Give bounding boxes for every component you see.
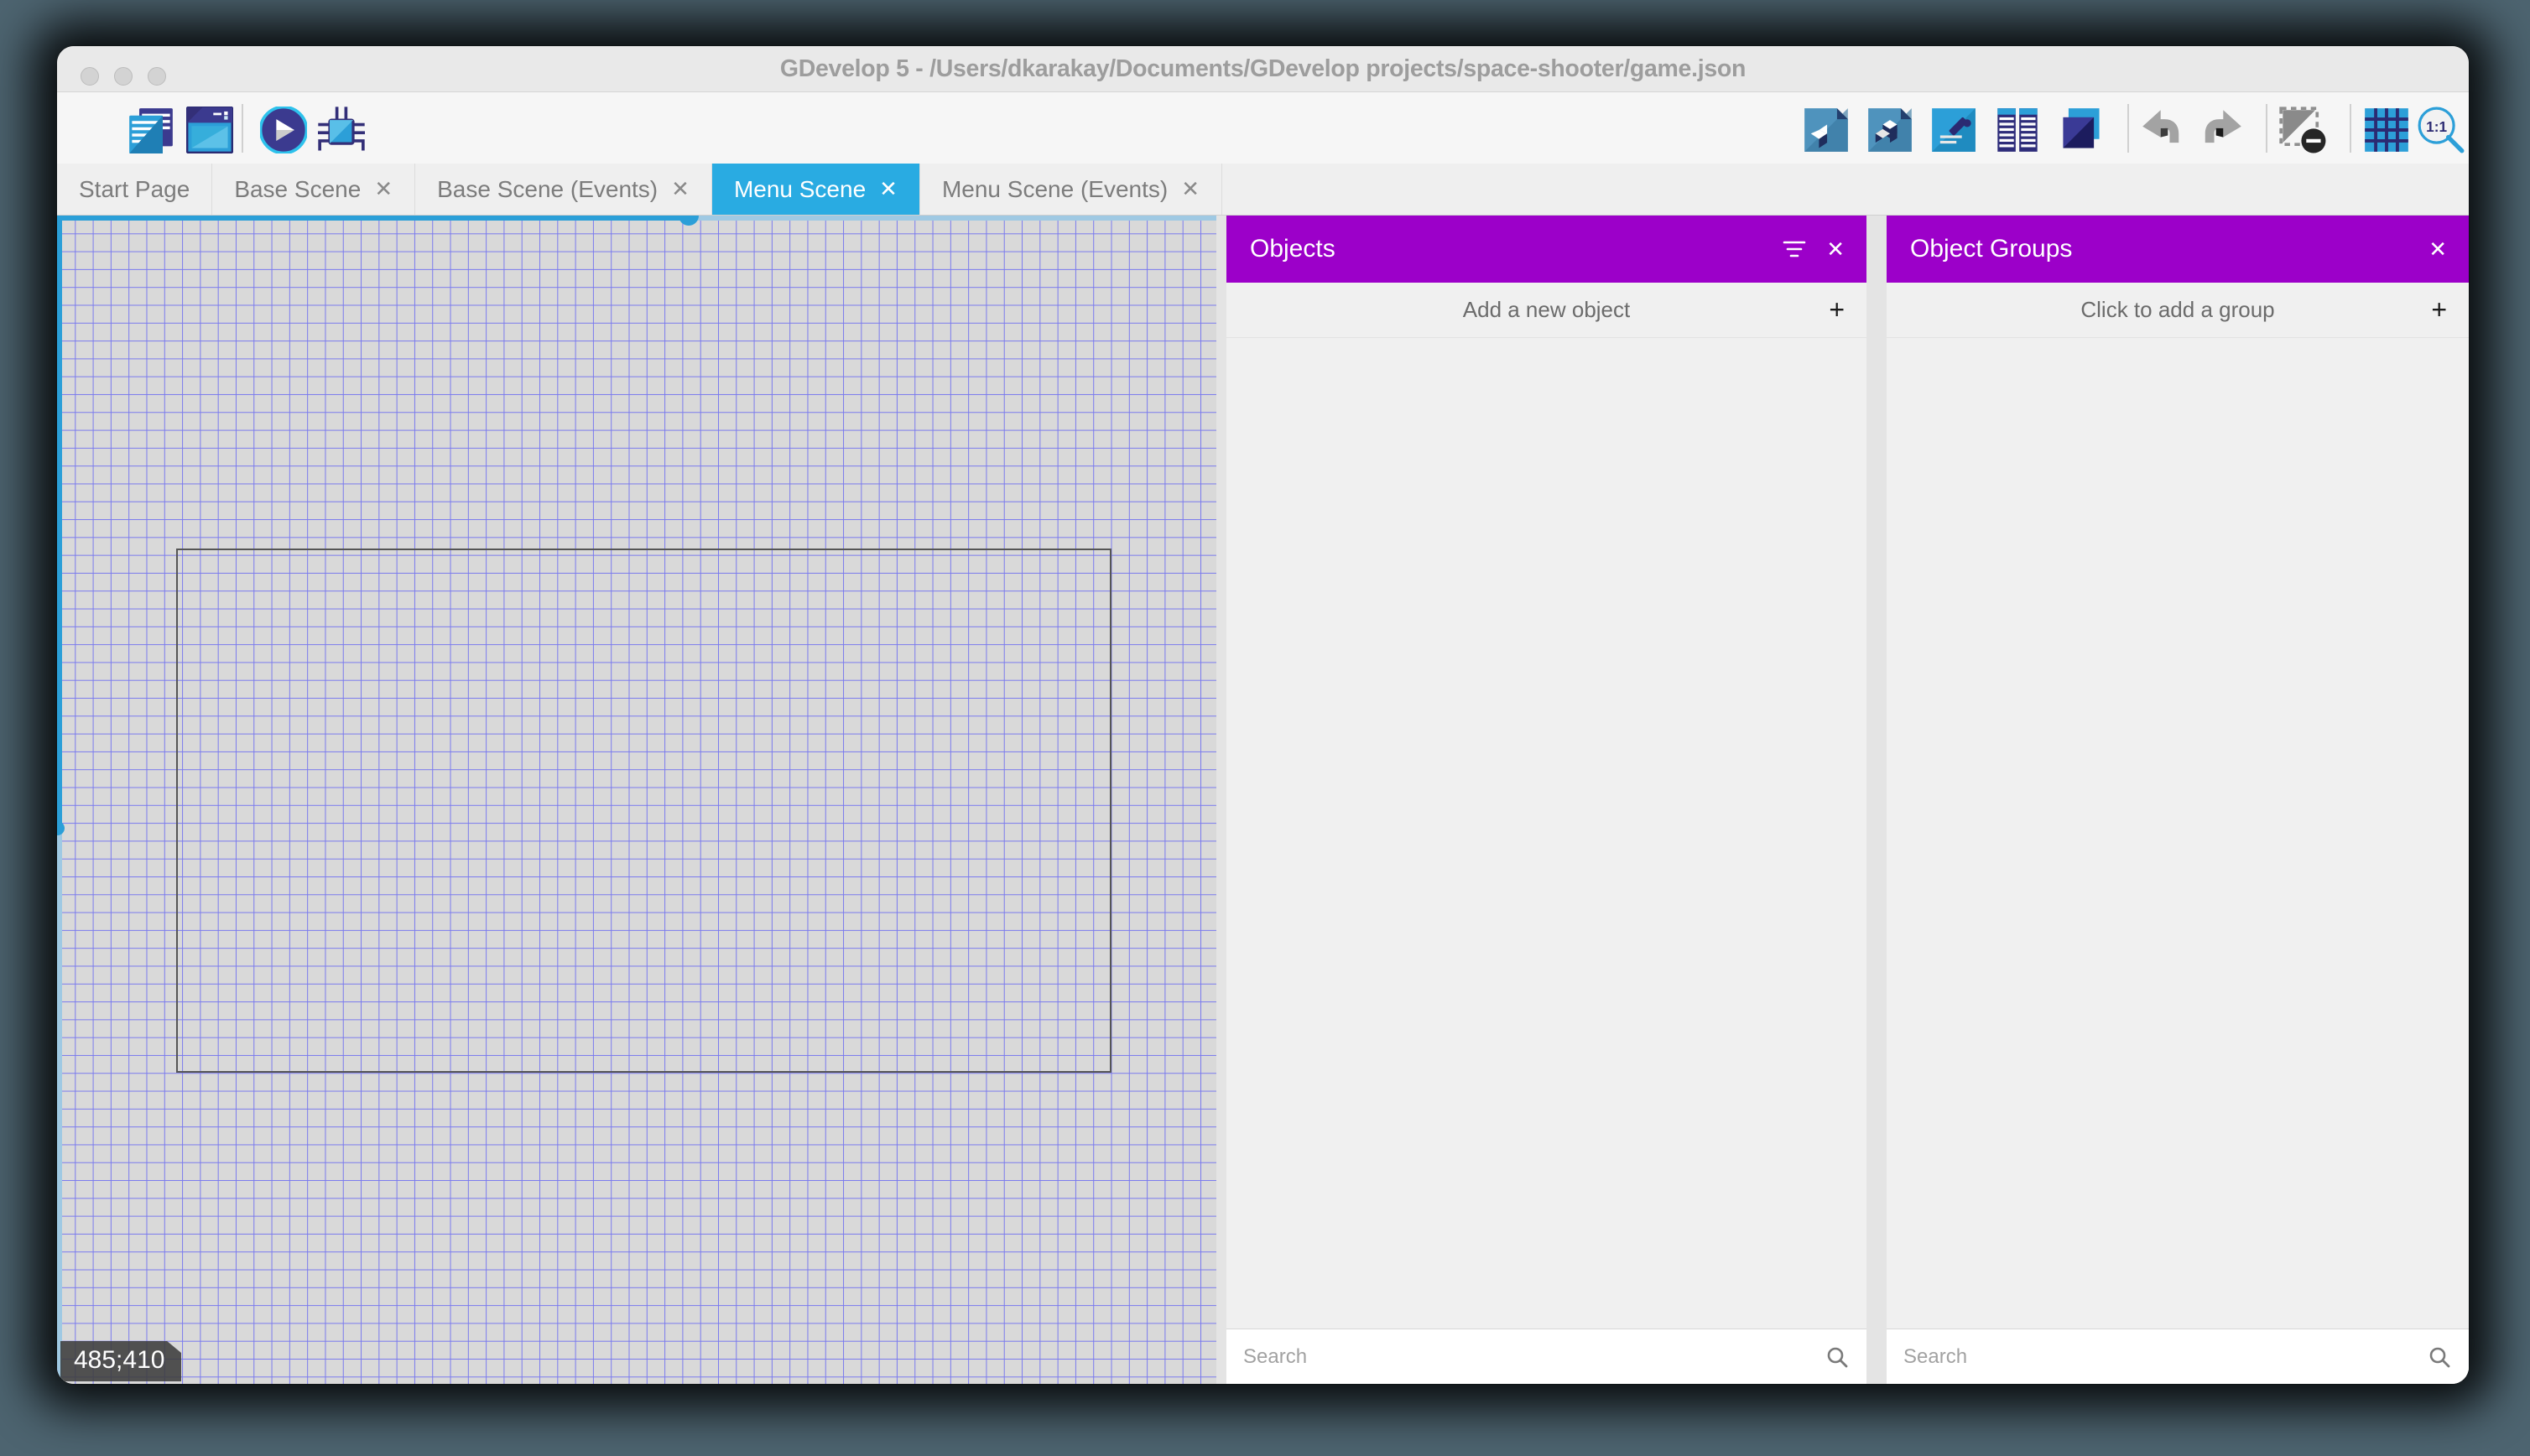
svg-text:1:1: 1:1 xyxy=(2426,118,2447,135)
